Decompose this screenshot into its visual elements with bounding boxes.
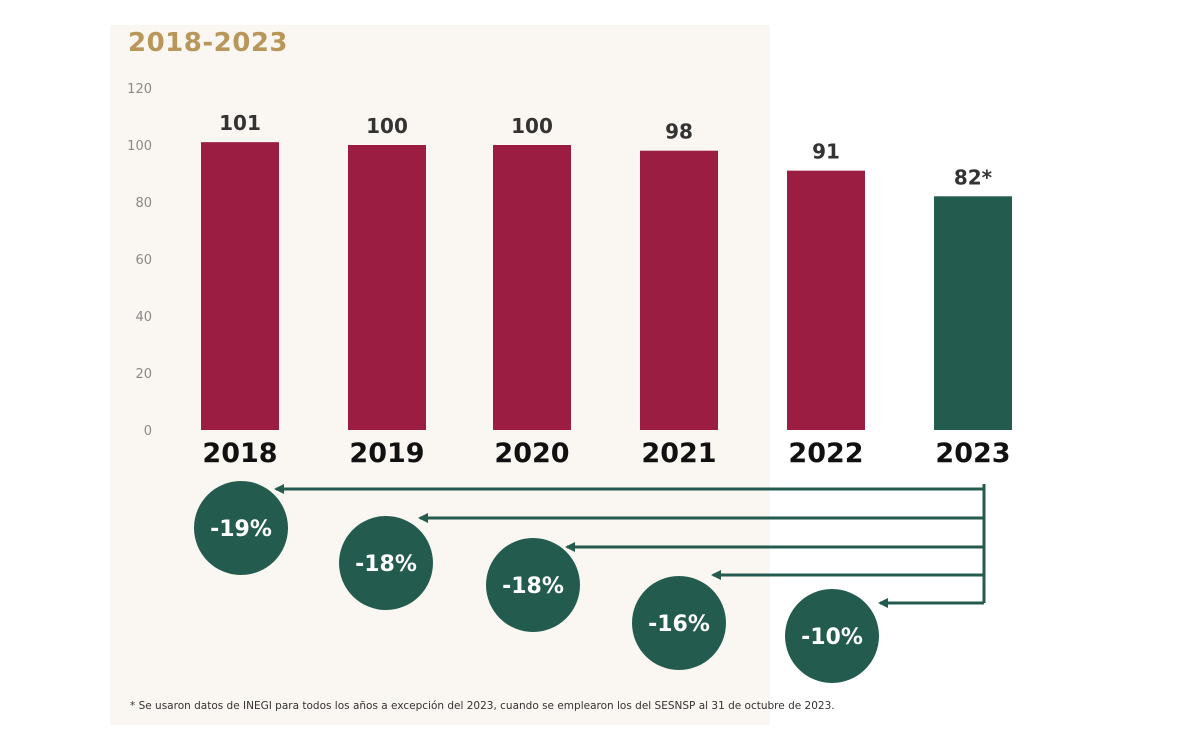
bar-2019 (348, 145, 426, 430)
change-label-2019: -18% (355, 552, 417, 577)
change-label-2018: -19% (210, 517, 272, 542)
bar-2022 (787, 170, 865, 430)
y-tick-label: 120 (127, 82, 152, 97)
category-label-2023: 2023 (935, 438, 1010, 469)
category-label-2020: 2020 (494, 438, 569, 469)
y-tick-label: 0 (144, 424, 152, 439)
bar-2023 (934, 196, 1012, 430)
value-label-2018: 101 (219, 111, 261, 135)
y-tick-label: 40 (135, 310, 152, 325)
bar-2020 (493, 145, 571, 430)
value-label-2020: 100 (511, 114, 553, 138)
change-label-2021: -16% (648, 612, 710, 637)
y-tick-label: 60 (135, 253, 152, 268)
change-circle-2018 (194, 481, 288, 575)
value-label-2022: 91 (812, 140, 840, 164)
category-label-2021: 2021 (641, 438, 716, 469)
y-tick-label: 20 (135, 367, 152, 382)
change-label-2020: -18% (502, 574, 564, 599)
category-label-2019: 2019 (349, 438, 424, 469)
change-circle-2022 (785, 589, 879, 683)
value-label-2023: 82* (954, 165, 993, 189)
value-label-2019: 100 (366, 114, 408, 138)
chart-title: 2018-2023 (128, 28, 289, 58)
y-tick-label: 80 (135, 196, 152, 211)
category-label-2018: 2018 (202, 438, 277, 469)
bar-2021 (640, 150, 718, 430)
change-circle-2019 (339, 516, 433, 610)
footnote: * Se usaron datos de INEGI para todos lo… (130, 700, 835, 712)
bar-2018 (201, 142, 279, 430)
y-tick-label: 100 (127, 139, 152, 154)
change-circle-2020 (486, 538, 580, 632)
category-label-2022: 2022 (788, 438, 863, 469)
change-label-2022: -10% (801, 625, 863, 650)
value-label-2021: 98 (665, 120, 693, 144)
change-circle-2021 (632, 576, 726, 670)
